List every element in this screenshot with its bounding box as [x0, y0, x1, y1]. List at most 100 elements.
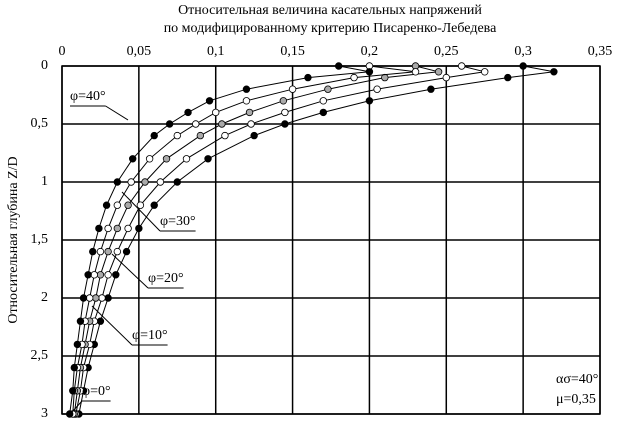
- marker: [182, 155, 191, 163]
- x-tick-label: 0,3: [514, 44, 532, 59]
- marker: [173, 131, 181, 140]
- marker: [113, 224, 122, 233]
- marker: [65, 410, 74, 418]
- marker: [104, 247, 112, 256]
- marker: [204, 155, 212, 163]
- marker: [104, 294, 112, 302]
- y-tick-label: 1,5: [31, 232, 49, 247]
- annotation: μ=0,35: [556, 392, 596, 407]
- marker: [150, 201, 158, 209]
- marker: [122, 247, 131, 256]
- marker: [129, 155, 137, 163]
- marker: [112, 271, 120, 279]
- marker: [124, 201, 132, 209]
- marker: [442, 73, 450, 82]
- marker: [76, 317, 85, 325]
- marker: [113, 201, 122, 209]
- marker: [89, 247, 97, 256]
- marker: [102, 201, 111, 209]
- plot-border: [61, 65, 601, 415]
- marker: [411, 68, 420, 76]
- marker: [70, 363, 78, 372]
- marker: [319, 97, 328, 105]
- marker: [481, 68, 489, 76]
- marker: [221, 131, 229, 140]
- series-label: φ=30°: [160, 214, 196, 229]
- leader-line: [111, 253, 149, 289]
- marker: [242, 97, 251, 105]
- marker: [319, 108, 328, 117]
- x-tick-label: 0,2: [361, 44, 379, 59]
- series-line: [73, 65, 439, 415]
- marker: [550, 68, 558, 76]
- marker: [434, 68, 443, 76]
- leader-line: [91, 305, 133, 346]
- marker: [250, 131, 258, 140]
- marker: [304, 73, 312, 82]
- y-tick-label: 2: [41, 290, 48, 305]
- marker: [141, 178, 149, 186]
- marker: [113, 247, 122, 256]
- marker: [427, 85, 435, 93]
- marker: [350, 73, 358, 82]
- marker: [69, 387, 77, 395]
- marker: [96, 271, 105, 279]
- marker: [245, 108, 254, 117]
- marker: [96, 247, 105, 256]
- series-label: φ=20°: [148, 271, 184, 286]
- x-tick-label: 0: [59, 44, 66, 59]
- series-label: φ=40°: [70, 89, 106, 104]
- marker: [84, 271, 92, 279]
- marker: [324, 85, 332, 93]
- marker: [212, 108, 220, 117]
- marker: [104, 271, 112, 279]
- marker: [113, 178, 122, 186]
- marker: [247, 120, 255, 128]
- series-label: φ=10°: [132, 328, 168, 343]
- series-line: [75, 65, 485, 415]
- marker: [281, 120, 289, 128]
- marker: [162, 155, 171, 163]
- marker: [127, 178, 135, 186]
- leader-line: [71, 400, 83, 413]
- marker: [218, 120, 226, 128]
- y-tick-label: 0,5: [31, 116, 49, 131]
- marker: [145, 155, 154, 163]
- marker: [135, 224, 143, 233]
- y-tick-label: 2,5: [31, 348, 49, 363]
- marker: [136, 201, 145, 209]
- marker: [98, 294, 106, 302]
- y-tick-label: 3: [41, 406, 48, 421]
- x-tick-label: 0,25: [434, 44, 459, 59]
- marker: [92, 294, 100, 302]
- x-tick-label: 0,15: [280, 44, 305, 59]
- marker: [365, 97, 374, 105]
- series-line: [69, 65, 370, 415]
- marker: [96, 317, 105, 325]
- marker: [173, 178, 181, 186]
- marker: [124, 224, 132, 233]
- marker: [288, 85, 297, 93]
- series-line: [78, 65, 554, 415]
- marker: [85, 294, 94, 302]
- marker: [156, 178, 165, 186]
- marker: [184, 108, 192, 117]
- marker: [90, 271, 98, 279]
- chart-title: по модифицированному критерию Писаренко-…: [164, 21, 497, 36]
- marker: [104, 224, 112, 233]
- marker: [196, 131, 205, 140]
- marker: [279, 97, 288, 105]
- marker: [242, 85, 251, 93]
- marker: [79, 294, 88, 302]
- marker: [95, 224, 103, 233]
- x-tick-label: 0,05: [127, 44, 152, 59]
- x-tick-label: 0,1: [207, 44, 225, 59]
- y-tick-label: 0: [41, 58, 48, 73]
- annotation: ασ=40°: [556, 372, 598, 387]
- leader-line: [105, 105, 129, 121]
- marker: [281, 108, 289, 117]
- marker: [192, 120, 200, 128]
- chart-title: Относительная величина касательных напря…: [178, 3, 482, 18]
- y-tick-label: 1: [41, 174, 48, 189]
